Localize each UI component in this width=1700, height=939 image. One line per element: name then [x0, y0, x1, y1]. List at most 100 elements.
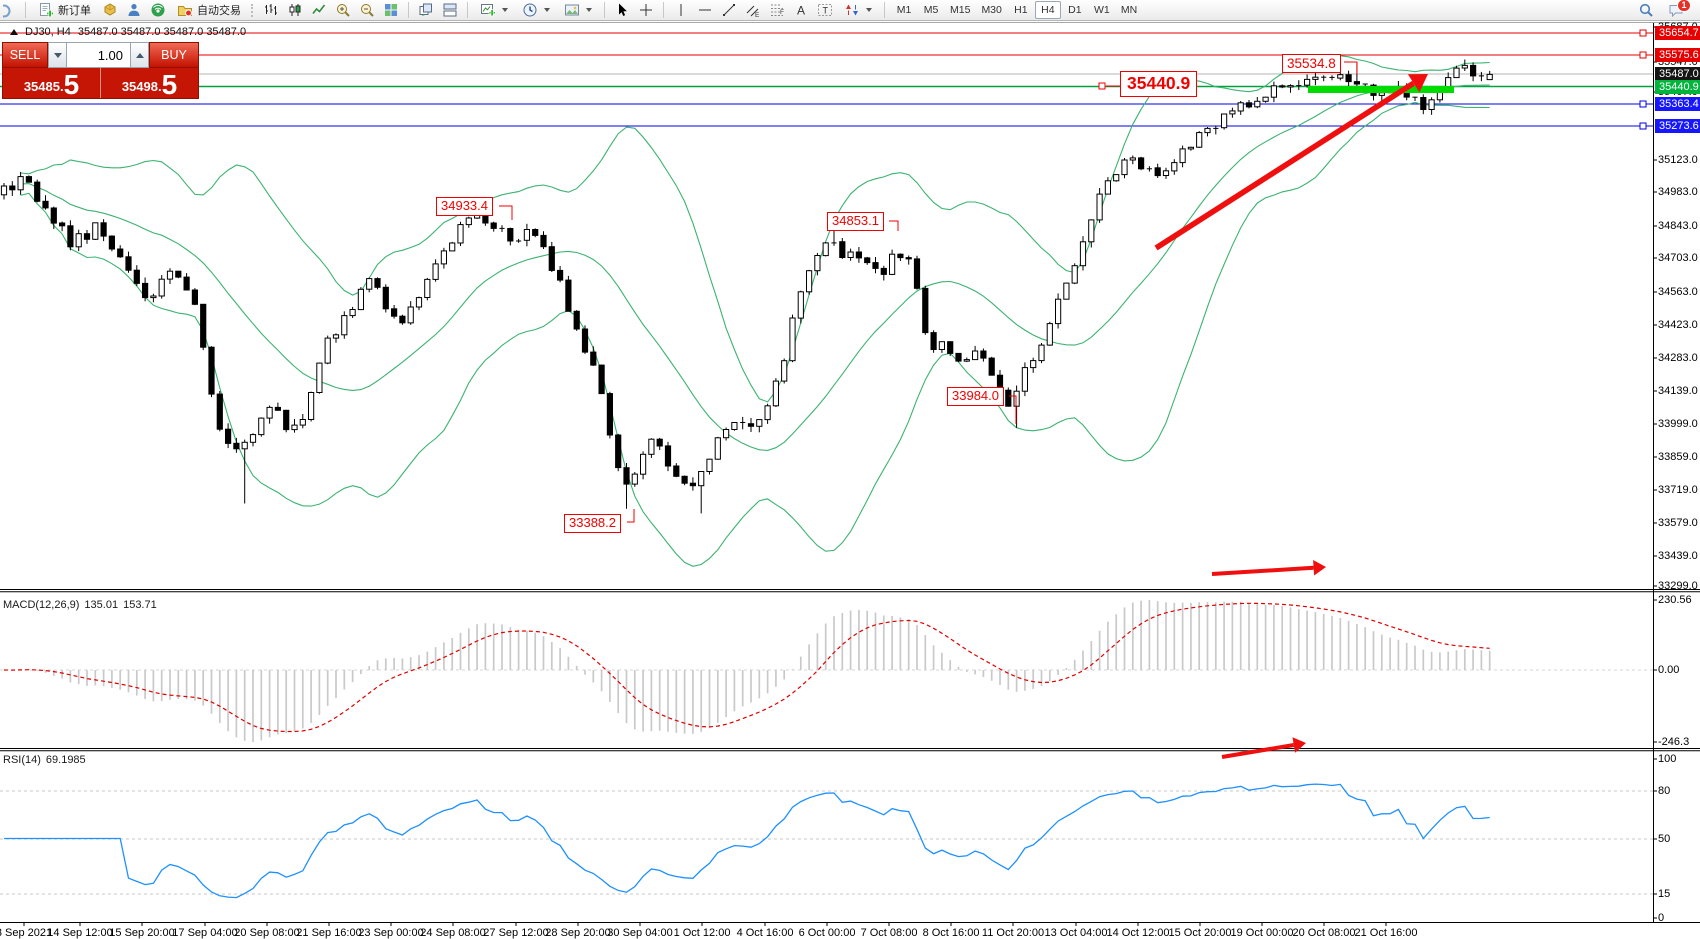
svg-text:F: F	[780, 9, 784, 16]
time-axis[interactable]: 3 Sep 2021 14 Sep 12:00 15 Sep 20:00 17 Sep…	[0, 922, 1700, 939]
ask-price: 35498. 5	[101, 68, 198, 99]
price-annotation[interactable]: 34853.1	[827, 212, 884, 231]
price-annotation[interactable]: 33388.2	[564, 514, 621, 533]
toolbar-separator	[467, 2, 468, 18]
timeframe-mn[interactable]: MN	[1116, 1, 1142, 19]
dropdown-caret-icon	[502, 8, 508, 12]
new-order-button[interactable]: 新订单	[32, 1, 97, 20]
chart-profile-button[interactable]	[558, 1, 598, 20]
toolbar-handle	[251, 3, 256, 17]
price-axis-tick: 34983.0	[1658, 186, 1698, 198]
text-icon: A	[797, 4, 805, 18]
autotrading-button[interactable]: 自动交易	[171, 1, 247, 20]
time-axis-tick: 28 Sep 20:00	[545, 927, 611, 939]
price-axis-tick: 33859.0	[1658, 451, 1698, 463]
candle-chart-button[interactable]	[284, 1, 306, 20]
volume-increase-button[interactable]	[130, 42, 149, 68]
signals-button[interactable]	[147, 1, 169, 20]
text-tool-button[interactable]: A	[790, 1, 812, 20]
timeframe-m30[interactable]: M30	[976, 1, 1006, 19]
macd-indicator-label: MACD(12,26,9) 135.01 153.71	[3, 599, 157, 611]
label-tool-button[interactable]: T	[814, 1, 836, 20]
price-annotation[interactable]: 35534.8	[1282, 54, 1341, 74]
cascade-windows-button[interactable]	[415, 1, 437, 20]
price-axis-tick: 34423.0	[1658, 319, 1698, 331]
macd-name: MACD(12,26,9)	[3, 599, 80, 611]
price-axis[interactable]: 35687.035547.035407.035123.034983.034843…	[1655, 21, 1700, 939]
bar-chart-icon	[265, 4, 277, 15]
price-line-badge: 35363.4	[1655, 97, 1700, 111]
rsi-indicator-label: RSI(14) 69.1985	[3, 754, 86, 766]
time-axis-tick: 21 Sep 16:00	[296, 927, 362, 939]
bid-price-main: 35485.	[23, 79, 64, 94]
price-annotation[interactable]: 35440.9	[1120, 71, 1198, 97]
crosshair-tool-button[interactable]	[635, 1, 657, 20]
rsi-name: RSI(14)	[3, 754, 41, 766]
sell-button[interactable]: SELL	[2, 42, 48, 68]
tile-horizontal-icon	[443, 3, 457, 17]
channel-icon: E	[746, 5, 760, 18]
timeframe-d1[interactable]: D1	[1062, 1, 1088, 19]
price-annotation[interactable]: 33984.0	[947, 387, 1004, 406]
clipped-icon	[3, 2, 19, 18]
bar-chart-button[interactable]	[260, 1, 282, 20]
zoom-in-button[interactable]	[332, 1, 354, 20]
symbol-marker-icon	[10, 29, 18, 35]
chart-window[interactable]: DJ30, H4 35487.0 35487.0 35487.0 35487.0…	[0, 21, 1700, 939]
zoom-out-button[interactable]	[356, 1, 378, 20]
tile-windows-button[interactable]	[380, 1, 402, 20]
gold-cube-icon	[104, 3, 116, 16]
toolbar-separator	[884, 2, 885, 18]
timeframe-m5[interactable]: M5	[918, 1, 944, 19]
chart-ohlc: 35487.0 35487.0 35487.0 35487.0	[77, 26, 247, 38]
timeframe-m15[interactable]: M15	[945, 1, 975, 19]
horizontal-line-icon	[699, 9, 711, 11]
new-order-icon	[40, 3, 54, 18]
ask-price-main: 35498.	[121, 79, 162, 94]
favorites-button[interactable]	[99, 1, 121, 20]
time-axis-tick: 7 Oct 08:00	[860, 927, 918, 939]
price-annotation[interactable]: 34933.4	[436, 197, 493, 216]
timeframe-h4[interactable]: H4	[1034, 1, 1061, 19]
timeframe-m1[interactable]: M1	[891, 1, 917, 19]
chat-button[interactable]: 1	[1665, 0, 1691, 20]
period-clock-button[interactable]	[516, 1, 556, 20]
search-icon	[1639, 3, 1653, 17]
vertical-line-tool-button[interactable]	[670, 1, 692, 20]
new-chart-button[interactable]	[474, 1, 514, 20]
svg-text:A: A	[797, 4, 805, 18]
fibonacci-tool-button[interactable]: F	[766, 1, 788, 20]
cursor-tool-button[interactable]	[611, 1, 633, 20]
time-axis-tick: 14 Oct 12:00	[1106, 927, 1170, 939]
channel-tool-button[interactable]: E	[742, 1, 764, 20]
trade-panel-top-row: SELL 1.00 BUY	[2, 42, 199, 68]
macd-value-signal: 153.71	[123, 599, 157, 611]
trendline-tool-button[interactable]	[718, 1, 740, 20]
market-button[interactable]	[123, 1, 145, 20]
fibonacci-icon: F	[771, 4, 784, 16]
horizontal-line-tool-button[interactable]	[694, 1, 716, 20]
autotrading-label: 自动交易	[197, 5, 241, 17]
price-axis-tick: 0	[1658, 912, 1665, 924]
line-chart-button[interactable]	[308, 1, 330, 20]
tile-windows-icon	[385, 4, 397, 16]
time-axis-tick: 27 Sep 12:00	[483, 927, 549, 939]
timeframe-w1[interactable]: W1	[1089, 1, 1115, 19]
arrows-tool-button[interactable]	[838, 1, 878, 20]
signal-icon	[151, 3, 165, 17]
toolbar-separator	[25, 2, 26, 18]
search-button[interactable]	[1635, 1, 1657, 20]
price-axis-tick: 34843.0	[1658, 220, 1698, 232]
tile-horizontal-button[interactable]	[439, 1, 461, 20]
volume-decrease-button[interactable]	[48, 42, 67, 68]
toolbar-right-group: 1	[1635, 0, 1697, 20]
timeframe-h1[interactable]: H1	[1008, 1, 1034, 19]
timeframe-group: M1 M5 M15 M30 H1 H4 D1 W1 MN	[891, 1, 1142, 19]
svg-text:E: E	[755, 12, 760, 18]
macd-value-main: 135.01	[84, 599, 119, 611]
volume-input[interactable]: 1.00	[67, 42, 130, 68]
toolbar-separator	[408, 2, 409, 18]
zoom-in-icon	[337, 4, 350, 17]
buy-button[interactable]: BUY	[149, 42, 199, 68]
price-axis-tick: -246.3	[1658, 736, 1690, 748]
